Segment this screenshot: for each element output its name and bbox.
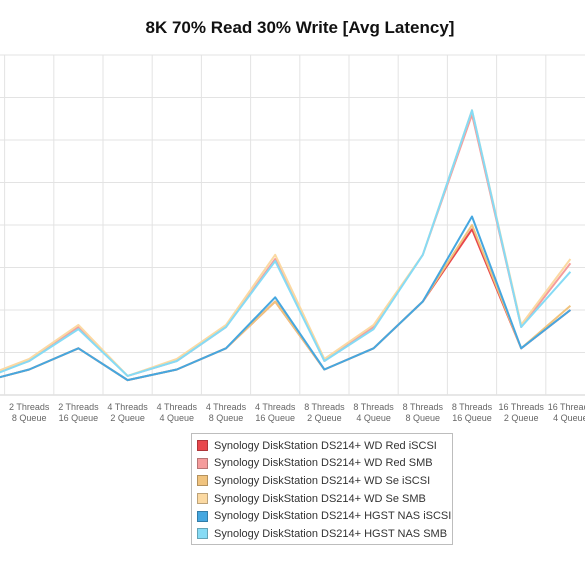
x-tick-label: 4 Threads 4 Queue xyxy=(157,402,198,423)
x-tick-label: 2 Threads 8 Queue xyxy=(9,402,50,423)
series-layer xyxy=(0,109,572,382)
legend-label: Synology DiskStation DS214+ WD Red iSCSI xyxy=(214,439,437,452)
x-tick-label: 8 Threads 4 Queue xyxy=(353,402,394,423)
legend-label: Synology DiskStation DS214+ HGST NAS SMB xyxy=(214,527,448,540)
x-tick-label: 4 Threads 16 Queue xyxy=(255,402,296,423)
legend-item-3: Synology DiskStation DS214+ WD Se SMB xyxy=(197,490,452,508)
legend-swatch xyxy=(197,528,208,540)
legend-item-4: Synology DiskStation DS214+ HGST NAS iSC… xyxy=(197,507,452,525)
series-line-4 xyxy=(0,215,572,382)
x-tick-label: 8 Threads 2 Queue xyxy=(304,402,345,423)
series-line-3 xyxy=(0,109,572,377)
x-tick-label: 4 Threads 8 Queue xyxy=(206,402,247,423)
legend-label: Synology DiskStation DS214+ WD Se SMB xyxy=(214,492,426,505)
legend-swatch xyxy=(197,457,208,469)
legend-item-0: Synology DiskStation DS214+ WD Red iSCSI xyxy=(197,437,452,455)
legend-label: Synology DiskStation DS214+ HGST NAS iSC… xyxy=(214,510,452,523)
legend-swatch xyxy=(197,440,208,452)
legend-item-1: Synology DiskStation DS214+ WD Red SMB xyxy=(197,455,452,473)
legend-swatch xyxy=(197,475,208,487)
x-tick-label: 8 Threads 8 Queue xyxy=(403,402,444,423)
legend-swatch xyxy=(197,510,208,522)
legend-item-2: Synology DiskStation DS214+ WD Se iSCSI xyxy=(197,472,452,490)
legend-label: Synology DiskStation DS214+ WD Se iSCSI xyxy=(214,474,431,487)
legend: Synology DiskStation DS214+ WD Red iSCSI… xyxy=(191,433,453,545)
legend-item-5: Synology DiskStation DS214+ HGST NAS SMB xyxy=(197,525,452,543)
x-tick-label: 16 Threads 2 Queue xyxy=(499,402,545,423)
legend-swatch xyxy=(197,493,208,505)
series-line-1 xyxy=(0,113,572,377)
legend-label: Synology DiskStation DS214+ WD Red SMB xyxy=(214,457,433,470)
x-tick-label: 2 Threads 16 Queue xyxy=(58,402,99,423)
chart-title: 8K 70% Read 30% Write [Avg Latency] xyxy=(145,18,455,37)
x-tick-label: 4 Threads 2 Queue xyxy=(107,402,148,423)
x-tick-label: 8 Threads 16 Queue xyxy=(452,402,493,423)
series-line-5 xyxy=(0,109,572,377)
